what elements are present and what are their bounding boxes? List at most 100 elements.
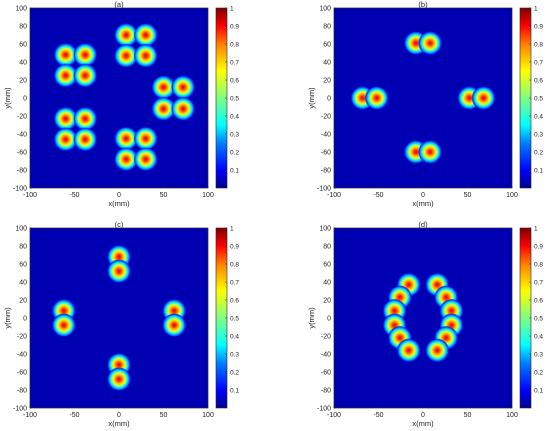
x-tick-label: 100 [506,192,518,199]
heatmap-peak [133,22,158,48]
x-axis-label: x(mm) [108,419,130,428]
y-tick-label: 0 [23,316,27,323]
y-tick-label: 0 [23,96,27,103]
colorbar-tick-label: 0.3 [230,351,239,358]
y-tick-label: 60 [323,262,331,269]
colorbar-tick-label: 0.4 [230,333,239,340]
colorbar-tick-label: 0.2 [230,369,239,376]
x-tick-label: -100 [23,192,37,199]
heatmap-blobs [51,244,187,392]
y-tick-label: 80 [323,24,331,31]
heatmap-peak [53,127,78,152]
colorbar-tick-label: 0.7 [230,279,239,286]
y-tick-label: -60 [321,150,331,157]
y-tick-label: 0 [327,96,331,103]
colorbar-tick-label: 0.7 [230,59,239,66]
colorbar-tick-label: 0.1 [230,167,239,174]
y-tick-label: 20 [323,78,331,85]
x-tick-label: 50 [160,412,168,419]
y-tick-label: 80 [19,244,27,251]
colorbar-tick-label: 0.4 [534,113,543,120]
x-axis-label: x(mm) [412,199,434,208]
y-tick-label: -20 [17,334,27,341]
heatmap-peak [418,139,443,165]
heatmap-peak [114,126,139,151]
y-tick-label: 60 [19,262,27,269]
heatmap-peak [114,43,139,68]
y-tick-label: -20 [17,114,27,121]
x-axis-label: x(mm) [412,419,434,428]
heatmap-peak [162,313,187,338]
y-tick-label: 100 [319,226,331,233]
x-tick-label: -100 [327,192,341,199]
x-tick-label: 0 [117,412,121,419]
colorbar-tick-label: 0.7 [534,279,543,286]
colorbar-tick-label: 0.9 [230,243,239,250]
x-tick-label: -50 [69,412,79,419]
heatmap-peak [73,106,98,131]
heatmap-peak [53,63,78,88]
y-axis-label: y(mm) [3,307,12,329]
y-tick-label: 20 [19,298,27,305]
panel-title: (b) [418,0,428,9]
panel-title: (c) [115,220,124,229]
x-tick-label: 100 [506,412,518,419]
heatmap-peak [170,96,196,121]
colorbar-tick-label: 0.8 [230,261,239,268]
heatmap-peak [151,96,176,121]
heatmap-blobs [382,272,464,363]
y-tick-label: -60 [17,150,27,157]
colorbar-tick-label: 0.2 [534,369,543,376]
heatmap-peak [114,147,139,172]
colorbar-tick-label: 0.6 [230,77,239,84]
x-tick-label: -100 [23,412,37,419]
y-axis-label: y(mm) [307,87,316,109]
y-tick-label: -100 [317,406,331,413]
heatmap-peak [73,63,98,88]
y-tick-label: -20 [321,334,331,341]
y-tick-label: 40 [19,280,27,287]
y-tick-label: 40 [19,60,27,67]
y-tick-label: 100 [319,6,331,13]
x-tick-label: 50 [464,192,472,199]
y-tick-label: -60 [17,370,27,377]
colorbar-tick-label: 0.9 [230,23,239,30]
heatmap-peak [418,30,443,56]
heatmap-peak [73,42,98,67]
heatmap-blobs [350,30,496,165]
colorbar-tick-label: 1 [230,5,234,12]
y-tick-label: 100 [15,226,27,233]
y-tick-label: 80 [323,244,331,251]
y-tick-label: 20 [19,78,27,85]
x-tick-label: -50 [69,192,79,199]
heatmap-peak [53,106,78,131]
colorbar-tick-label: 0.4 [534,333,543,340]
y-tick-label: -100 [13,186,27,193]
colorbar-tick-label: 0.9 [534,23,543,30]
heatmap-peak [425,338,450,363]
x-tick-label: 100 [202,192,214,199]
y-tick-label: -40 [17,132,27,139]
colorbar-tick-label: 0.6 [534,77,543,84]
x-tick-label: 50 [160,192,168,199]
colorbar-tick-label: 0.8 [534,261,543,268]
heatmap-peak [114,22,139,48]
heatmap-peak [53,42,78,67]
panel-a: -100 -50 0 50 100-100-80-60-40-2002040608010… [3,0,239,208]
y-axis-label: y(mm) [307,307,316,329]
plot-area [334,228,512,408]
colorbar-tick-label: 0.6 [534,297,543,304]
colorbar-tick-label: 0.1 [534,387,543,394]
colorbar-tick-label: 0.5 [534,315,543,322]
y-tick-label: -60 [321,370,331,377]
panel-d: -100 -50 0 50 100-100-80-60-40-2002040608010… [307,220,543,428]
panel-c: -100 -50 0 50 100-100-80-60-40-2002040608010… [3,220,239,428]
y-tick-label: -40 [17,352,27,359]
y-axis-label: y(mm) [3,87,12,109]
y-tick-label: -80 [321,388,331,395]
x-tick-label: 0 [117,192,121,199]
heatmap-blobs [53,22,196,172]
colorbar-tick-label: 1 [230,225,234,232]
colorbar-tick-label: 0.3 [230,131,239,138]
